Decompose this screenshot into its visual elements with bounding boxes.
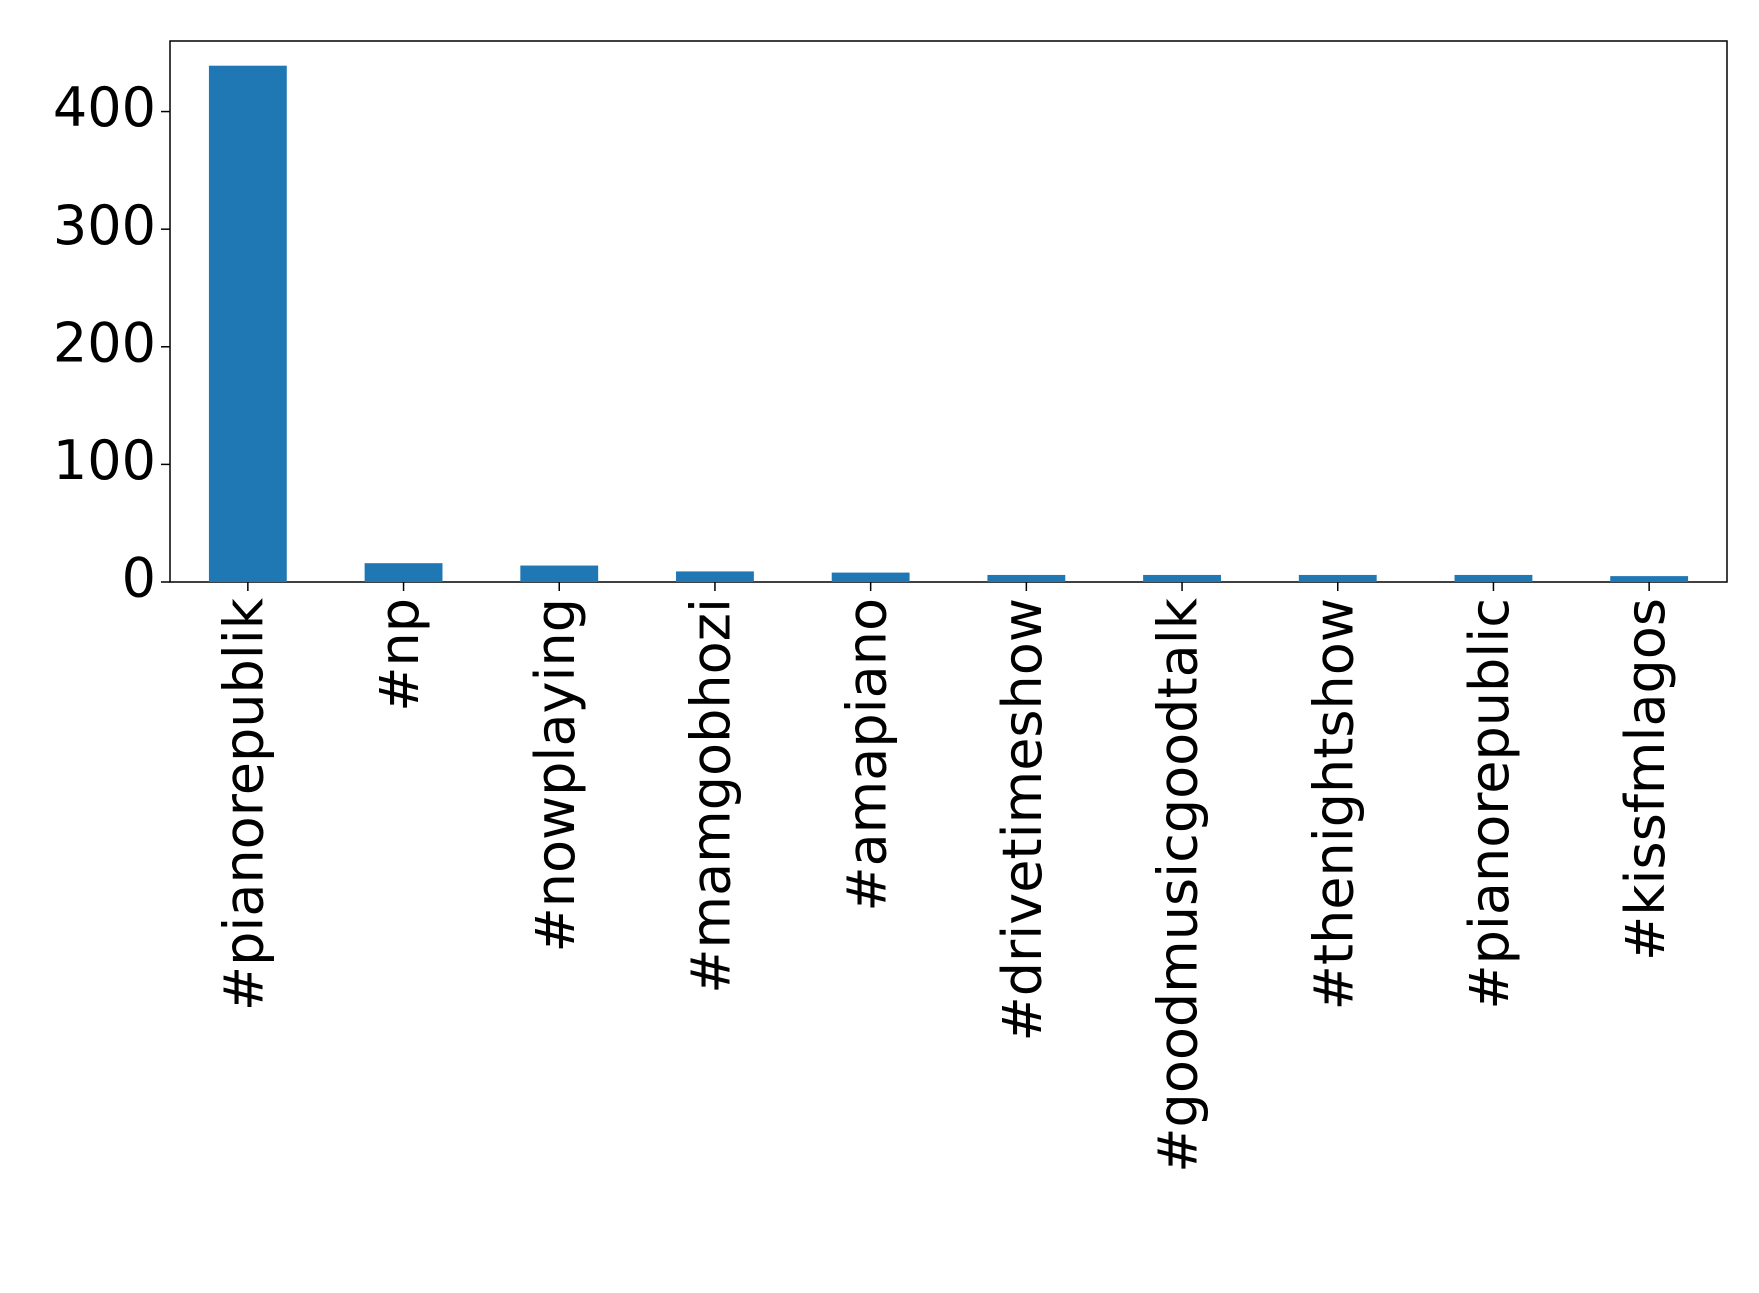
x-tick-label: #pianorepublic bbox=[1458, 598, 1521, 1010]
bar bbox=[208, 65, 287, 583]
x-tick-label: #np bbox=[368, 598, 431, 712]
bar bbox=[1298, 574, 1377, 582]
x-tick-label: #amapiano bbox=[835, 598, 898, 912]
y-tick-label: 200 bbox=[53, 311, 156, 374]
bar bbox=[1143, 574, 1221, 582]
bar bbox=[831, 572, 910, 582]
x-tick-label: #pianorepublik bbox=[212, 597, 275, 1011]
x-tick-label: #nowplaying bbox=[524, 598, 587, 953]
bar bbox=[987, 574, 1066, 582]
x-tick-label: #goodmusicgoodtalk bbox=[1147, 597, 1210, 1172]
y-tick-label: 300 bbox=[53, 194, 156, 257]
y-tick-label: 0 bbox=[122, 547, 156, 610]
y-tick-label: 400 bbox=[53, 76, 156, 139]
bar bbox=[1454, 574, 1533, 582]
bar bbox=[1610, 576, 1689, 582]
bar bbox=[676, 571, 754, 582]
x-tick-label: #thenightshow bbox=[1302, 598, 1365, 1010]
y-tick-label: 100 bbox=[53, 429, 156, 492]
x-tick-label: #kissfmlagos bbox=[1614, 598, 1677, 961]
bar bbox=[520, 565, 599, 582]
plot-frame bbox=[169, 40, 1728, 583]
x-tick-label: #mamgobhozi bbox=[680, 598, 743, 994]
bar bbox=[364, 563, 443, 582]
x-tick-label: #drivetimeshow bbox=[991, 598, 1054, 1041]
